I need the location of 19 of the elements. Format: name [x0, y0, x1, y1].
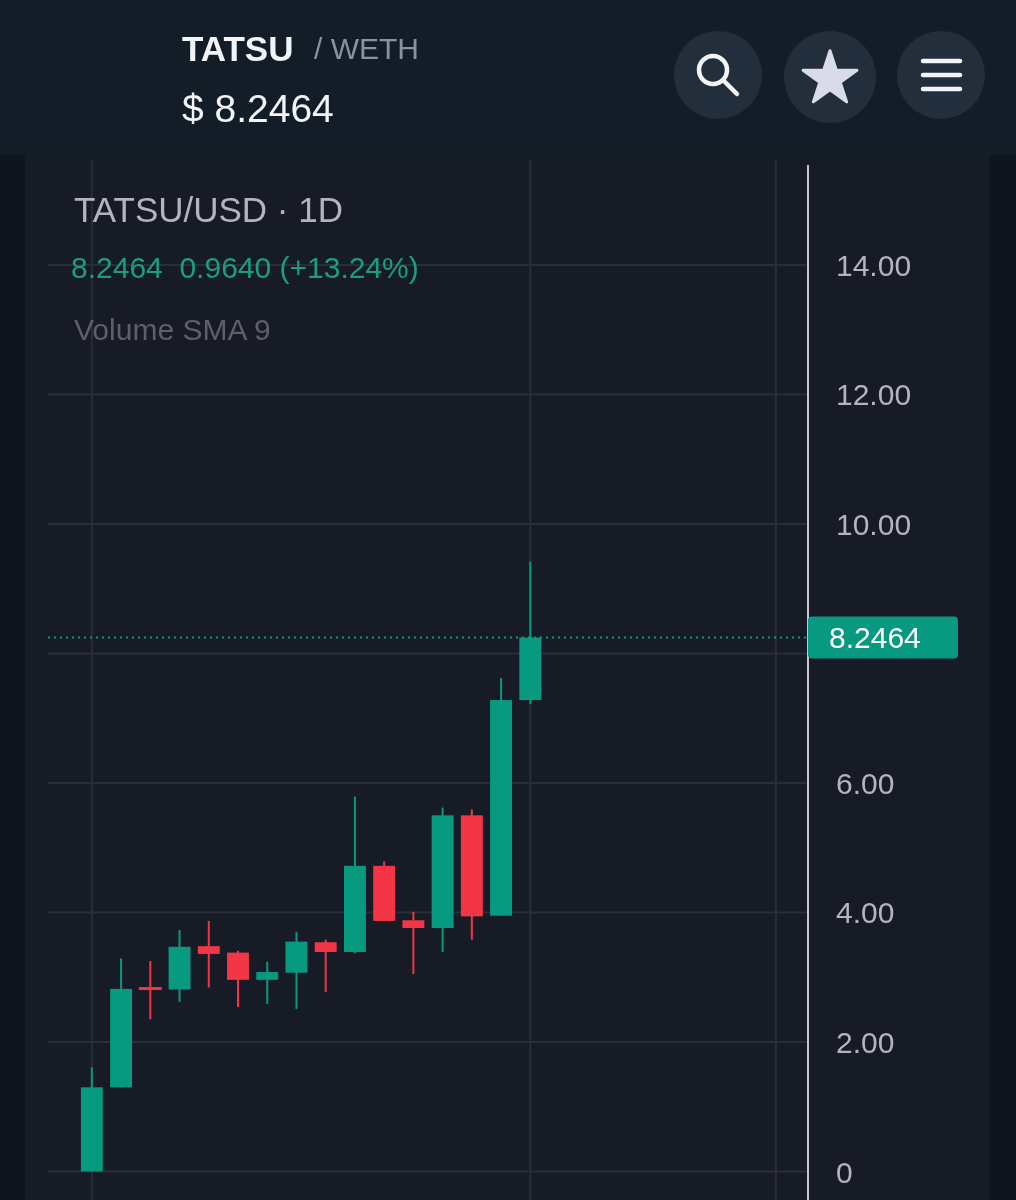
y-tick-label: 2.00	[836, 1025, 895, 1059]
text: $ 8.2464	[182, 87, 334, 130]
candlestick	[256, 960, 279, 1005]
y-tick-label: 10.00	[836, 507, 912, 541]
candlestick	[138, 960, 162, 1021]
y-tick-label: 0	[836, 1155, 853, 1189]
text: 8.2464 0.9640 (+13.24%)	[71, 251, 419, 284]
text: TATSU	[182, 29, 294, 68]
text: / WETH	[314, 32, 419, 65]
text: TATSU/USD · 1D	[74, 190, 343, 229]
y-tick-label: 14.00	[836, 248, 912, 282]
candlestick	[314, 938, 337, 994]
candlestick	[197, 919, 220, 989]
y-tick-label: 4.00	[836, 895, 895, 929]
annotation: Volume SMA 9	[74, 313, 271, 346]
candlestick	[402, 910, 425, 975]
y-tick-label: 6.00	[836, 766, 895, 800]
ref-line-label: 8.2464	[829, 620, 921, 654]
y-tick-label: 12.00	[836, 377, 912, 411]
